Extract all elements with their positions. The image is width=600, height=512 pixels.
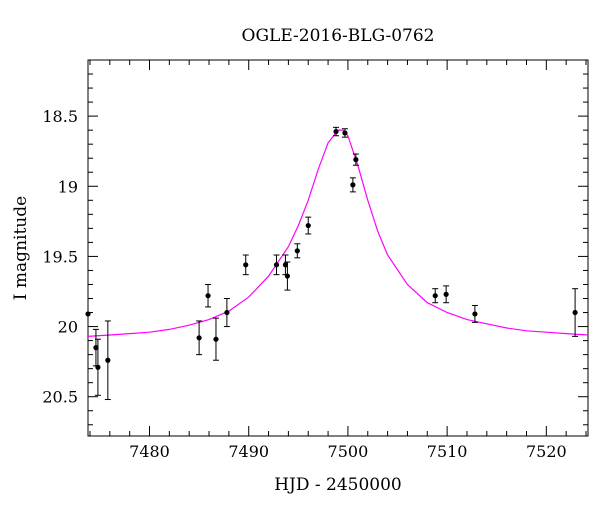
data-marker	[85, 311, 91, 317]
data-point	[282, 254, 289, 276]
data-point	[572, 288, 579, 337]
y-tick-label: 20	[58, 318, 78, 337]
data-marker	[443, 291, 449, 297]
data-marker	[205, 293, 211, 299]
data-marker	[284, 273, 291, 279]
y-axis-ticks	[88, 59, 588, 426]
chart-title: OGLE-2016-BLG-0762	[242, 26, 435, 46]
data-point	[471, 305, 478, 323]
data-marker	[305, 222, 311, 229]
x-tick-label: 7500	[328, 442, 369, 461]
data-marker	[224, 309, 230, 316]
data-point	[341, 128, 348, 138]
data-marker	[213, 336, 219, 342]
data-marker	[196, 335, 202, 341]
data-marker	[572, 309, 578, 316]
data-marker	[273, 262, 280, 268]
y-tick-label: 20.5	[42, 388, 78, 407]
data-marker	[472, 311, 478, 317]
data-marker	[353, 157, 359, 163]
data-point	[294, 243, 301, 259]
y-tick-label: 19	[58, 177, 78, 196]
data-point	[104, 320, 111, 401]
data-point	[212, 317, 219, 361]
data-point	[352, 153, 359, 166]
data-point	[284, 261, 291, 291]
data-point	[443, 285, 450, 304]
data-point	[273, 254, 280, 276]
data-marker	[105, 357, 111, 363]
data-points	[85, 126, 579, 401]
data-point	[242, 254, 249, 276]
data-point	[349, 177, 356, 193]
data-point	[223, 298, 230, 328]
y-axis-label: I magnitude	[11, 196, 31, 300]
data-marker	[243, 262, 249, 268]
x-tick-label: 7490	[228, 442, 269, 461]
data-marker	[294, 248, 300, 254]
data-marker	[342, 130, 348, 136]
x-tick-label: 7480	[129, 442, 170, 461]
y-tick-label: 19.5	[42, 247, 78, 266]
data-marker	[432, 293, 438, 299]
y-axis-tick-labels: 18.5 19 19.5 20 20.5	[42, 107, 78, 407]
data-marker	[333, 128, 339, 135]
plot-frame	[87, 59, 589, 437]
x-tick-label: 7520	[526, 442, 567, 461]
data-marker	[350, 182, 356, 188]
data-point	[333, 126, 340, 137]
x-axis-ticks	[89, 60, 587, 436]
model-curve	[87, 129, 589, 337]
x-tick-label: 7510	[427, 442, 468, 461]
data-point	[432, 288, 439, 304]
data-marker	[93, 345, 99, 351]
y-tick-label: 18.5	[42, 107, 78, 126]
data-point	[85, 311, 91, 317]
data-marker	[282, 262, 289, 268]
data-point	[94, 338, 101, 396]
data-point	[305, 216, 312, 235]
data-marker	[95, 364, 101, 370]
x-axis-tick-labels: 7480 7490 7500 7510 7520	[129, 442, 567, 461]
data-point	[205, 283, 212, 308]
x-axis-label: HJD - 2450000	[274, 475, 402, 495]
data-point	[196, 320, 203, 356]
